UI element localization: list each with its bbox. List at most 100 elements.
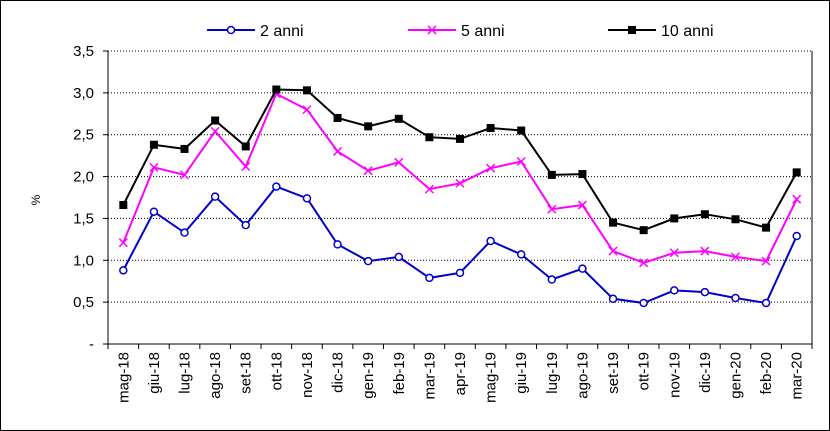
data-point xyxy=(394,114,403,123)
data-point xyxy=(547,275,557,284)
x-tick-label: mar-19 xyxy=(421,352,438,400)
data-point xyxy=(456,134,464,143)
data-point xyxy=(241,142,250,151)
data-point xyxy=(608,294,618,304)
data-point xyxy=(730,252,741,262)
data-point xyxy=(424,184,434,194)
data-point xyxy=(425,133,434,142)
series-group xyxy=(118,85,802,308)
series-2-anni xyxy=(119,182,801,308)
data-point xyxy=(486,236,495,246)
data-point xyxy=(516,250,526,259)
data-point xyxy=(302,86,311,95)
x-tick-label: ott-19 xyxy=(636,352,653,390)
data-point xyxy=(119,266,128,275)
series-5-anni xyxy=(118,89,802,268)
x-tick-labels: mag-18 giu-18 lug-18 ago-18 set-18 ott-18 nov-… xyxy=(115,352,805,403)
series-10-anni xyxy=(119,85,801,235)
x-tick-label: giu-18 xyxy=(146,352,163,394)
data-point xyxy=(180,144,189,153)
data-point xyxy=(363,166,373,176)
data-point xyxy=(762,223,771,232)
x-tick-label: set-19 xyxy=(605,352,622,394)
legend-item: 2 anni xyxy=(207,23,304,40)
data-point xyxy=(670,214,679,223)
data-point xyxy=(118,238,128,248)
series-line xyxy=(122,185,798,305)
data-point xyxy=(486,163,496,173)
data-point xyxy=(761,298,771,308)
x-tick-label: giu-19 xyxy=(513,352,530,394)
data-point xyxy=(333,146,343,156)
data-point xyxy=(761,256,771,266)
x-tick-label: nov-19 xyxy=(666,352,683,398)
x-tick-label: apr-19 xyxy=(452,352,469,395)
x-tick-label: dic-19 xyxy=(697,352,714,393)
legend-label: 10 anni xyxy=(661,23,714,40)
x-tick-label: gen-19 xyxy=(360,352,377,399)
legend: 2 anni 5 anni 10 anni xyxy=(207,23,714,40)
legend-label: 5 anni xyxy=(461,23,505,40)
data-point xyxy=(179,170,190,180)
data-point xyxy=(608,246,618,256)
data-point xyxy=(272,85,281,94)
data-point xyxy=(394,252,404,262)
data-point xyxy=(792,231,801,241)
data-point xyxy=(272,182,281,191)
y-axis-label: % xyxy=(29,194,43,205)
y-tick-label: 3,0 xyxy=(73,85,94,102)
y-tick-label: 2,5 xyxy=(73,127,94,144)
data-point xyxy=(149,140,158,149)
x-tick-label: nov-18 xyxy=(299,352,316,398)
data-point xyxy=(394,157,404,167)
data-point xyxy=(226,25,236,35)
data-point xyxy=(639,226,648,235)
data-point xyxy=(609,218,618,227)
data-point xyxy=(516,156,526,167)
data-point xyxy=(547,170,556,179)
data-point xyxy=(119,201,128,210)
x-tick-label: ago-19 xyxy=(574,352,591,399)
y-tick-labels: - 0,5 1,0 1,5 2,0 2,5 3,0 3,5 xyxy=(73,43,94,353)
y-tick-label: 3,5 xyxy=(73,43,94,60)
data-point xyxy=(241,220,250,230)
x-tick-label: ott-18 xyxy=(268,352,285,390)
data-point xyxy=(427,25,437,35)
legend-label: 2 anni xyxy=(260,23,304,40)
x-tick-label: mag-19 xyxy=(483,352,500,403)
data-point xyxy=(364,122,373,131)
y-tick-label: - xyxy=(89,336,94,353)
data-point xyxy=(211,116,220,125)
data-point xyxy=(669,248,679,258)
x-tick-label: mar-20 xyxy=(789,352,806,400)
data-point xyxy=(455,178,465,188)
x-tick-label: dic-18 xyxy=(330,352,347,393)
data-point xyxy=(700,287,710,297)
y-tick-label: 1,5 xyxy=(73,210,94,227)
data-point xyxy=(333,113,342,122)
x-tick-label: set-18 xyxy=(238,352,255,394)
data-point xyxy=(363,256,373,266)
series-line xyxy=(122,88,798,232)
legend-item: 10 anni xyxy=(608,23,714,40)
data-point xyxy=(517,126,526,135)
axes xyxy=(103,50,813,349)
data-point xyxy=(302,194,312,203)
x-tick-label: feb-20 xyxy=(758,352,775,395)
data-point xyxy=(149,162,159,172)
data-point xyxy=(547,204,557,214)
data-point xyxy=(210,126,220,136)
data-point xyxy=(455,268,465,278)
data-point xyxy=(792,168,801,177)
data-point xyxy=(577,200,587,210)
data-point xyxy=(628,26,636,34)
data-point xyxy=(241,161,251,172)
data-point xyxy=(333,240,342,249)
data-point xyxy=(700,210,709,219)
data-point xyxy=(639,258,649,268)
data-point xyxy=(149,207,159,216)
data-point xyxy=(180,228,189,237)
data-point xyxy=(670,286,679,295)
grid-lines xyxy=(108,50,812,303)
